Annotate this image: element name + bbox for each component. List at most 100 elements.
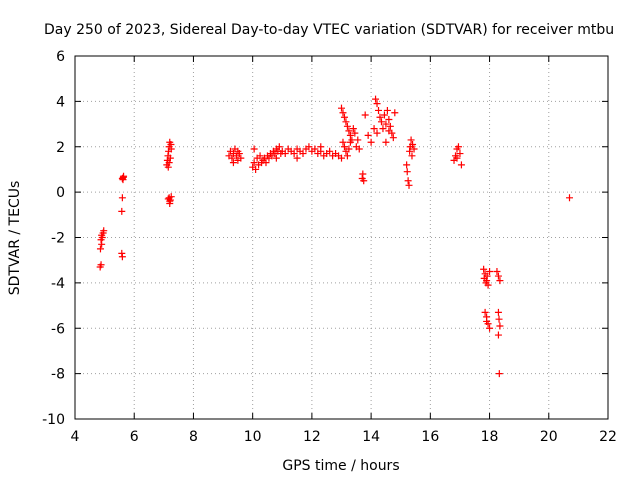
data-point	[385, 116, 393, 124]
data-point	[382, 138, 390, 146]
data-point	[408, 152, 416, 160]
x-tick-label: 16	[421, 429, 439, 445]
data-point	[118, 175, 126, 183]
data-point	[250, 159, 258, 167]
data-point	[252, 165, 260, 173]
data-point	[496, 277, 504, 285]
data-point	[250, 145, 258, 153]
data-point	[481, 308, 489, 316]
data-point	[495, 370, 503, 378]
data-point	[372, 95, 380, 103]
data-point	[382, 120, 390, 128]
data-point	[385, 127, 393, 135]
x-tick-label: 22	[599, 429, 617, 445]
data-point	[165, 159, 173, 167]
data-point	[360, 177, 368, 185]
data-point	[311, 145, 319, 153]
data-point	[343, 122, 351, 130]
data-point	[339, 138, 347, 146]
y-tick-label: -6	[51, 321, 65, 337]
data-points	[96, 95, 574, 378]
data-point	[383, 106, 391, 114]
data-point	[376, 113, 384, 121]
data-point	[456, 150, 464, 158]
data-point	[326, 147, 334, 155]
data-point	[403, 168, 411, 176]
data-point	[391, 109, 399, 117]
data-point	[351, 129, 359, 137]
data-point	[370, 125, 378, 133]
data-point	[361, 111, 369, 119]
data-point	[483, 272, 491, 280]
data-point	[404, 177, 412, 185]
data-point	[454, 143, 462, 151]
data-point	[364, 131, 372, 139]
data-point	[340, 113, 348, 121]
y-tick-label: 2	[56, 140, 65, 156]
data-point	[340, 143, 348, 151]
x-tick-label: 4	[71, 429, 80, 445]
x-tick-label: 12	[303, 429, 321, 445]
data-point	[339, 109, 347, 117]
y-tick-label: -8	[51, 367, 65, 383]
data-point	[118, 207, 126, 215]
data-point	[338, 104, 345, 112]
data-point	[100, 227, 108, 235]
x-tick-label: 18	[481, 429, 499, 445]
data-point	[98, 231, 106, 239]
data-point	[373, 100, 381, 108]
data-point	[346, 131, 354, 139]
data-point	[403, 161, 411, 169]
data-point	[343, 152, 351, 160]
data-point	[345, 145, 353, 153]
data-point	[405, 181, 413, 189]
data-point	[167, 193, 175, 201]
data-point	[354, 136, 362, 144]
data-point	[275, 143, 283, 151]
data-point	[293, 154, 301, 162]
data-point	[272, 154, 280, 162]
data-point	[494, 331, 502, 339]
x-tick-label: 8	[189, 429, 198, 445]
y-tick-label: -10	[42, 412, 65, 428]
data-point	[493, 268, 501, 276]
data-point	[228, 154, 236, 162]
data-point	[167, 140, 175, 148]
data-point	[166, 199, 174, 207]
data-point	[262, 159, 270, 167]
chart-title: Day 250 of 2023, Sidereal Day-to-day VTE…	[44, 22, 614, 38]
data-point	[453, 154, 461, 162]
x-tick-label: 10	[244, 429, 262, 445]
data-point	[375, 106, 383, 114]
y-tick-label: 6	[56, 49, 65, 65]
data-point	[407, 136, 415, 144]
y-axis-label: SDTVAR / TECUs	[7, 181, 23, 296]
data-point	[494, 272, 502, 280]
data-point	[305, 143, 313, 151]
data-point	[229, 159, 237, 167]
data-point	[234, 147, 242, 155]
y-tick-label: 0	[56, 185, 65, 201]
data-point	[495, 315, 503, 323]
y-tick-label: -2	[51, 231, 65, 247]
data-point	[566, 194, 574, 202]
grid-layer	[75, 56, 608, 419]
y-tick-label: 4	[56, 94, 65, 110]
data-point	[317, 143, 325, 151]
data-point	[386, 122, 394, 130]
data-point	[486, 324, 494, 332]
data-point	[377, 118, 385, 126]
data-point	[483, 317, 491, 325]
data-point	[494, 308, 502, 316]
data-point	[346, 138, 354, 146]
data-point	[237, 154, 245, 162]
data-point	[410, 145, 418, 153]
x-tick-label: 20	[540, 429, 558, 445]
data-point	[342, 118, 350, 126]
data-point	[96, 245, 104, 253]
y-tick-label: -4	[51, 276, 65, 292]
x-axis-label: GPS time / hours	[282, 458, 399, 474]
data-point	[349, 125, 357, 133]
